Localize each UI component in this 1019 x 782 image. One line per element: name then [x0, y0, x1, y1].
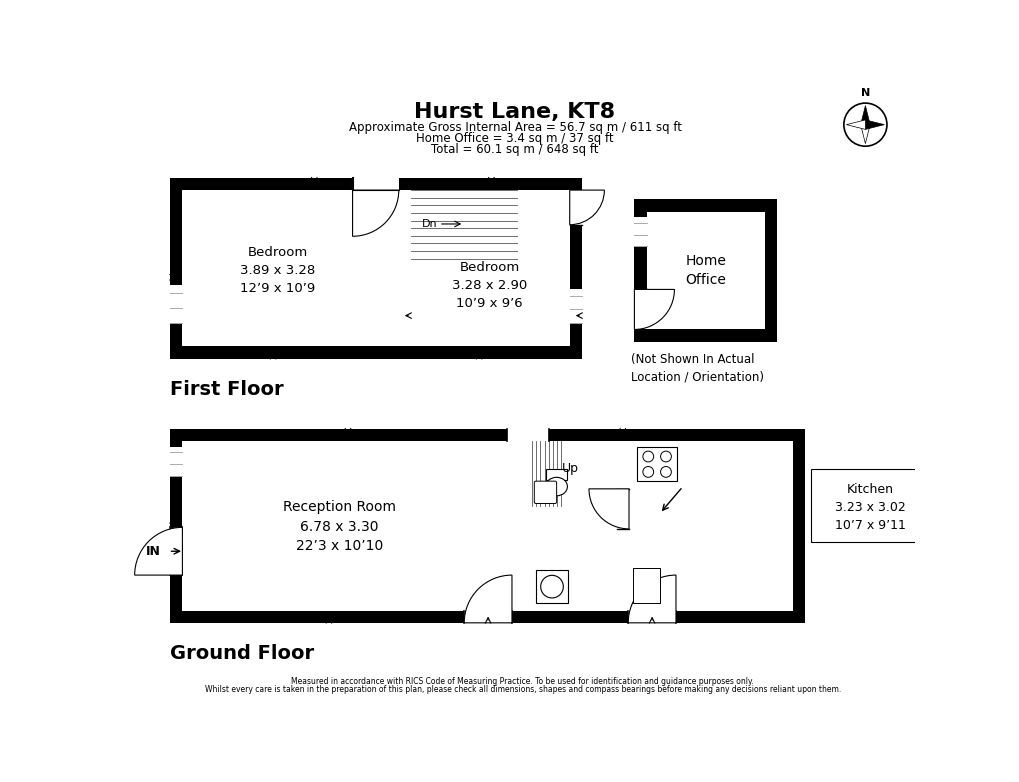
Text: Hurst Lane, KT8: Hurst Lane, KT8: [414, 102, 615, 122]
Ellipse shape: [545, 477, 567, 496]
Bar: [519, 441, 532, 554]
Bar: [634, 217, 646, 246]
Text: IN: IN: [146, 545, 161, 558]
Bar: [182, 190, 570, 346]
Text: Home Office = 3.4 sq m / 37 sq ft: Home Office = 3.4 sq m / 37 sq ft: [416, 132, 613, 145]
Bar: [634, 289, 646, 329]
Bar: [411, 259, 516, 271]
Polygon shape: [860, 124, 869, 144]
Text: Whilst every care is taken in the preparation of this plan, please check all dim: Whilst every care is taken in the prepar…: [205, 685, 840, 694]
Bar: [398, 259, 411, 346]
Bar: [170, 527, 182, 575]
Text: Bedroom
3.89 x 3.28
12’9 x 10’9: Bedroom 3.89 x 3.28 12’9 x 10’9: [240, 246, 315, 295]
Circle shape: [642, 451, 653, 462]
Text: Up: Up: [561, 461, 579, 475]
Text: Dn: Dn: [422, 219, 437, 229]
Polygon shape: [864, 120, 883, 129]
Bar: [535, 571, 568, 603]
Wedge shape: [353, 190, 398, 236]
Bar: [532, 506, 616, 518]
FancyBboxPatch shape: [534, 481, 556, 504]
Bar: [646, 212, 764, 329]
Text: Bedroom
3.28 x 2.90
10’9 x 9’6: Bedroom 3.28 x 2.90 10’9 x 9’6: [451, 261, 527, 310]
Text: First Floor: First Floor: [170, 380, 283, 400]
Bar: [464, 611, 512, 622]
Circle shape: [660, 467, 671, 477]
Text: (Not Shown In Actual
Location / Orientation): (Not Shown In Actual Location / Orientat…: [630, 353, 763, 383]
Text: Total = 60.1 sq m / 648 sq ft: Total = 60.1 sq m / 648 sq ft: [431, 143, 598, 156]
Bar: [506, 429, 548, 441]
Bar: [616, 441, 629, 611]
Bar: [632, 569, 659, 603]
Bar: [628, 611, 676, 622]
Bar: [545, 469, 567, 479]
Text: Reception Room
6.78 x 3.30
22’3 x 10’10: Reception Room 6.78 x 3.30 22’3 x 10’10: [282, 500, 395, 553]
Polygon shape: [860, 106, 869, 124]
Circle shape: [660, 451, 671, 462]
Text: Measured in accordance with RICS Code of Measuring Practice. To be used for iden: Measured in accordance with RICS Code of…: [291, 677, 753, 686]
Wedge shape: [634, 289, 674, 329]
Bar: [810, 469, 929, 542]
Circle shape: [540, 576, 562, 598]
Bar: [634, 199, 776, 342]
Bar: [170, 285, 182, 323]
Bar: [636, 447, 676, 481]
Wedge shape: [135, 527, 182, 575]
Polygon shape: [846, 120, 864, 129]
Bar: [570, 190, 582, 224]
Wedge shape: [628, 575, 676, 622]
Bar: [182, 441, 792, 611]
Bar: [170, 178, 582, 359]
Text: Ground Floor: Ground Floor: [170, 644, 314, 662]
Bar: [353, 178, 398, 190]
Text: N: N: [860, 88, 869, 99]
Wedge shape: [464, 575, 512, 622]
Text: Home
Office: Home Office: [685, 254, 726, 287]
Bar: [532, 554, 562, 566]
Circle shape: [642, 467, 653, 477]
Wedge shape: [570, 190, 604, 224]
Bar: [616, 489, 629, 529]
Bar: [170, 429, 805, 622]
Text: Kitchen
3.23 x 3.02
10’7 x 9’11: Kitchen 3.23 x 3.02 10’7 x 9’11: [834, 482, 905, 532]
Text: Approximate Gross Internal Area = 56.7 sq m / 611 sq ft: Approximate Gross Internal Area = 56.7 s…: [348, 121, 681, 135]
Wedge shape: [588, 489, 629, 529]
Bar: [570, 289, 582, 323]
Bar: [170, 447, 182, 475]
